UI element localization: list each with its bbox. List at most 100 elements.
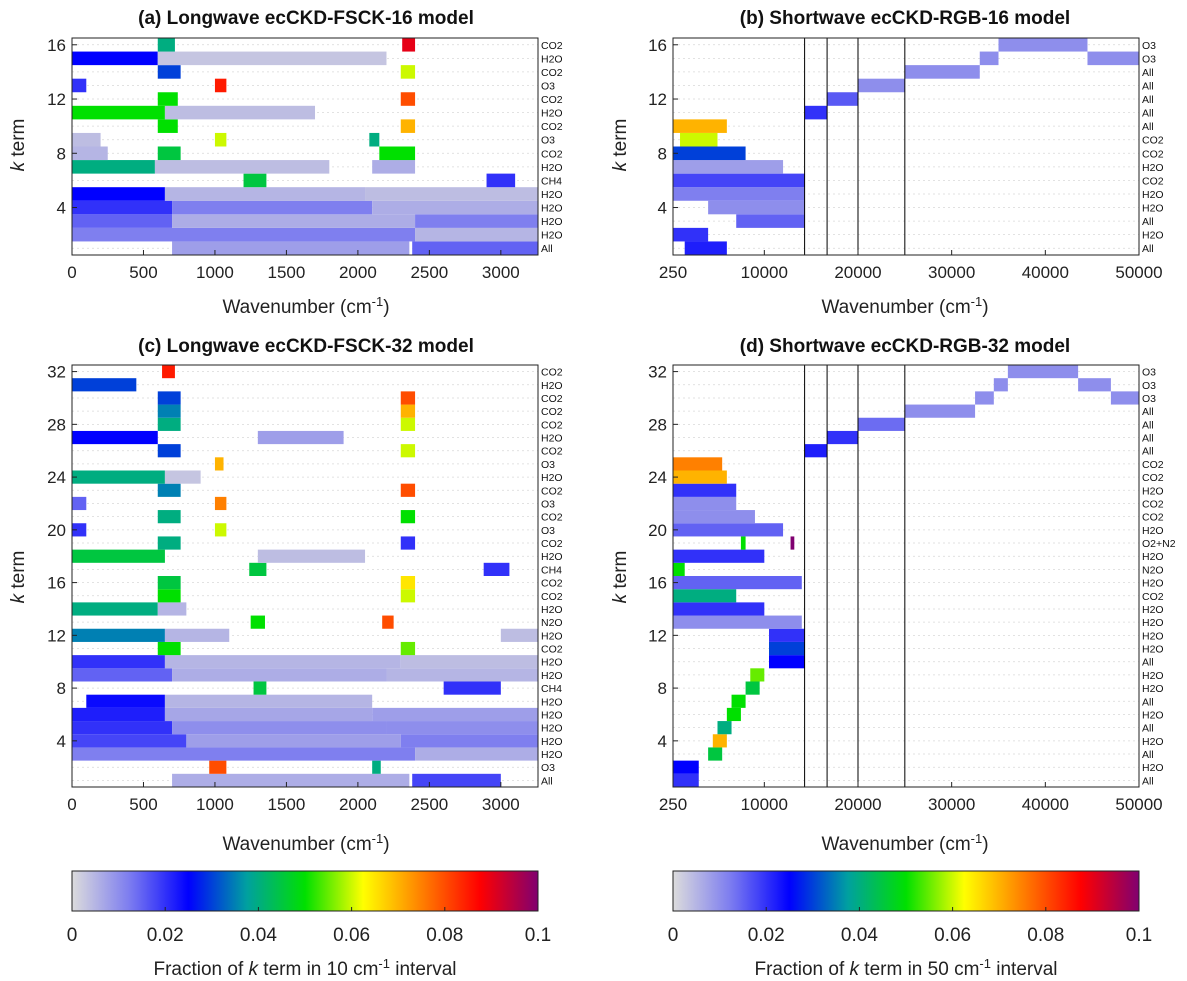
heatmap-cell (157, 536, 181, 550)
heatmap-cell (164, 655, 401, 669)
heatmap-cell (382, 615, 394, 629)
colorbar-right: 0 0.02 0.04 0.06 0.08 0.1 Fraction of k term … (668, 870, 1152, 980)
heatmap-cell (673, 187, 805, 201)
heatmap-cell (172, 721, 387, 735)
gas-label: CO2 (1142, 591, 1164, 603)
heatmap-cell (164, 105, 316, 120)
heatmap-cell (72, 200, 173, 215)
heatmap-cell (214, 523, 227, 537)
heatmap-cell (400, 655, 538, 669)
plot-area: 250 10000 20000 30000 40000 50000 4 8 12 16 20 24 28… (648, 363, 1176, 814)
gas-label: CO2 (541, 67, 563, 79)
heatmap-cell (157, 589, 181, 603)
gas-label: H2O (541, 380, 563, 392)
panel-b: (b) Shortwave ecCKD-RGB-16 model 250 1000… (610, 8, 1164, 318)
heatmap-cell (157, 641, 181, 656)
y-tick-label: 20 (648, 521, 667, 540)
heatmap-cell (415, 747, 538, 761)
heatmap-cell (673, 773, 699, 787)
heatmap-cell (72, 378, 137, 392)
heatmap-cell (673, 576, 802, 590)
heatmap-cell (673, 496, 737, 511)
x-tick-label: 30000 (928, 795, 975, 814)
gas-label: O2+N2 (1142, 538, 1176, 550)
gas-label: CO2 (541, 419, 563, 431)
y-tick-label: 4 (658, 199, 667, 218)
heatmap-cell (400, 483, 416, 497)
heatmap-cell (154, 160, 330, 174)
gas-label: CO2 (1142, 472, 1164, 484)
heatmap-cell (717, 721, 732, 735)
heatmap-cell (400, 404, 416, 418)
heatmap-cell (72, 523, 87, 537)
gas-label: H2O (541, 53, 563, 65)
heatmap-cell (740, 536, 746, 550)
heatmap-cell (72, 227, 416, 242)
heatmap-cell (72, 146, 108, 161)
gas-label: All (1142, 67, 1154, 79)
x-tick-label: 20000 (834, 263, 881, 282)
heatmap-cell (673, 562, 685, 576)
plot-frame (71, 37, 539, 256)
y-axis-label: k term (8, 119, 29, 172)
gas-label: H2O (1142, 644, 1164, 656)
heatmap-cell (400, 734, 538, 748)
heatmap-cell (386, 668, 538, 682)
heatmap-cell (86, 694, 165, 708)
heatmap-cell (369, 132, 380, 147)
x-axis-label: Wavenumber (cm-1) (821, 831, 988, 856)
heatmap-cell (72, 747, 416, 761)
gas-label: H2O (541, 472, 563, 484)
gas-label: All (1142, 775, 1154, 787)
heatmap-cell (157, 510, 181, 524)
gas-label: H2O (541, 696, 563, 708)
heatmap-cell (673, 457, 723, 471)
x-axis-label: Wavenumber (cm-1) (222, 294, 389, 319)
gas-label: H2O (541, 709, 563, 721)
heatmap-cell (857, 78, 905, 93)
colorbar-left: 0 0.02 0.04 0.06 0.08 0.1 Fraction of k term … (67, 870, 551, 980)
heatmap-cell (769, 641, 805, 656)
colorbar-tick-label: 0.06 (333, 925, 370, 946)
gas-label: All (1142, 446, 1154, 458)
gas-label: All (1142, 723, 1154, 735)
heatmap-cell (209, 760, 227, 774)
heatmap-cell (72, 187, 165, 201)
gas-label: H2O (1142, 709, 1164, 721)
heatmap-cell (72, 470, 165, 484)
x-tick-label: 1000 (196, 263, 234, 282)
y-tick-label: 16 (648, 574, 667, 593)
y-tick-label: 8 (57, 679, 66, 698)
plot-frame (672, 37, 1140, 256)
y-tick-label: 16 (648, 36, 667, 55)
y-tick-label: 24 (648, 468, 667, 487)
gas-label: All (541, 775, 553, 787)
heatmap-cell (412, 241, 538, 255)
heatmap-cell (250, 615, 265, 629)
heatmap-cell (979, 51, 999, 66)
gas-label: N2O (1142, 564, 1164, 576)
gas-label: All (1142, 108, 1154, 120)
heatmap-cell (72, 721, 173, 735)
plot-area: 250 10000 20000 30000 40000 50000481216AllH2O… (648, 36, 1164, 282)
gas-label: CO2 (1142, 148, 1164, 160)
heatmap-cell (257, 430, 344, 445)
gas-label: H2O (541, 216, 563, 228)
gas-label: O3 (1142, 393, 1156, 405)
gas-label: CO2 (1142, 498, 1164, 510)
heatmap-cell (372, 760, 381, 774)
x-tick-label: 50000 (1115, 263, 1162, 282)
gas-label: H2O (1142, 189, 1164, 201)
x-tick-label: 2500 (410, 263, 448, 282)
heatmap-cell (72, 214, 173, 228)
panel-title: (a) Longwave ecCKD-FSCK-16 model (138, 8, 474, 29)
heatmap-cell (257, 549, 366, 563)
gas-label: CO2 (1142, 512, 1164, 524)
heatmap-cell (214, 457, 224, 471)
gas-label: H2O (541, 749, 563, 761)
heatmap-cell (157, 119, 178, 133)
x-tick-label: 3000 (482, 795, 520, 814)
heatmap-cell (157, 65, 181, 79)
heatmap-cell (157, 391, 181, 405)
